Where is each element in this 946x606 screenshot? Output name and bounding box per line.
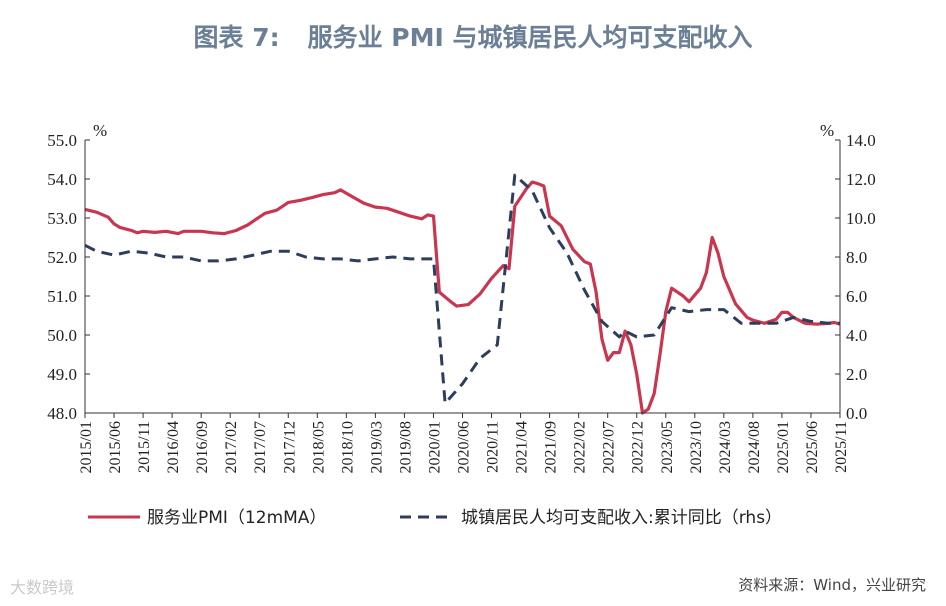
x-tick-label: 2025/06 [804, 421, 821, 473]
y-left-tick-label: 50.0 [47, 326, 77, 345]
x-tick-label: 2021/04 [514, 421, 531, 473]
x-tick-label: 2023/10 [688, 421, 705, 473]
x-tick-label: 2015/11 [136, 421, 153, 473]
title-text: 服务业 PMI 与城镇居民人均可支配收入 [307, 23, 753, 52]
y-right-tick-label: 2.0 [846, 365, 867, 384]
y-right-tick-label: 4.0 [846, 326, 867, 345]
x-tick-label: 2017/07 [252, 421, 269, 473]
x-tick-label: 2018/10 [339, 421, 356, 473]
y-left-tick-label: 49.0 [47, 365, 77, 384]
y-right-tick-label: 8.0 [846, 248, 867, 267]
x-tick-label: 2020/01 [426, 421, 443, 473]
axes: 48.0 49.0 50.0 51.0 52.0 53.0 54.0 55.0 0.0 2.0 4.… [47, 121, 876, 473]
x-tick-label: 2015/01 [78, 421, 95, 473]
x-tick-label: 2023/05 [659, 421, 676, 473]
x-tick-label: 2016/04 [165, 421, 182, 473]
y-right-tick-label: 14.0 [846, 131, 876, 150]
y-right-tick-label: 12.0 [846, 170, 876, 189]
x-tick-label: 2019/08 [397, 421, 414, 473]
y-left-tick-label: 53.0 [47, 209, 77, 228]
x-tick-label: 2022/02 [572, 421, 589, 473]
source-note: 资料来源：Wind，兴业研究 [738, 576, 926, 594]
y-right-tick-label: 0.0 [846, 404, 867, 423]
x-tick-label: 2018/05 [310, 421, 327, 473]
y-left-tick-label: 54.0 [47, 170, 77, 189]
watermark-logo: 大数跨境 [10, 578, 75, 597]
x-tick-label: 2025/11 [833, 421, 850, 473]
x-tick-label: 2017/12 [281, 421, 298, 473]
chart-title: 图表 7: 服务业 PMI 与城镇居民人均可支配收入 [0, 18, 946, 54]
y-left-tick-label: 48.0 [47, 404, 77, 423]
legend: 服务业PMI（12mMA） 城镇居民人均可支配收入:累计同比（rhs） [88, 508, 782, 528]
x-tick-label: 2022/12 [630, 421, 647, 473]
series-layer [84, 173, 841, 415]
y-left-unit: % [93, 121, 107, 140]
y-left-tick-label: 55.0 [47, 131, 77, 150]
x-tick-label: 2016/09 [194, 421, 211, 473]
y-right-tick-label: 10.0 [846, 209, 876, 228]
x-tick-label: 2019/03 [368, 421, 385, 473]
x-tick-label: 2021/09 [543, 421, 560, 473]
y-left-tick-label: 52.0 [47, 248, 77, 267]
y-right-unit: % [820, 121, 834, 140]
series-line-income [84, 173, 840, 405]
legend-label: 服务业PMI（12mMA） [147, 508, 326, 528]
legend-label: 城镇居民人均可支配收入:累计同比（rhs） [461, 508, 782, 528]
x-tick-label: 2020/06 [456, 421, 473, 473]
x-tick-label: 2024/08 [746, 421, 763, 473]
x-tick-label: 2017/02 [223, 421, 240, 473]
y-right-tick-label: 6.0 [846, 287, 867, 306]
x-tick-label: 2020/11 [485, 421, 502, 473]
series-line-pmi [84, 180, 841, 415]
x-tick-label: 2022/07 [601, 421, 618, 473]
x-tick-label: 2025/01 [775, 421, 792, 473]
y-left-tick-label: 51.0 [47, 287, 77, 306]
x-tick-label: 2024/03 [717, 421, 734, 473]
title-prefix: 图表 7: [193, 23, 280, 52]
x-tick-label: 2015/06 [107, 421, 124, 473]
